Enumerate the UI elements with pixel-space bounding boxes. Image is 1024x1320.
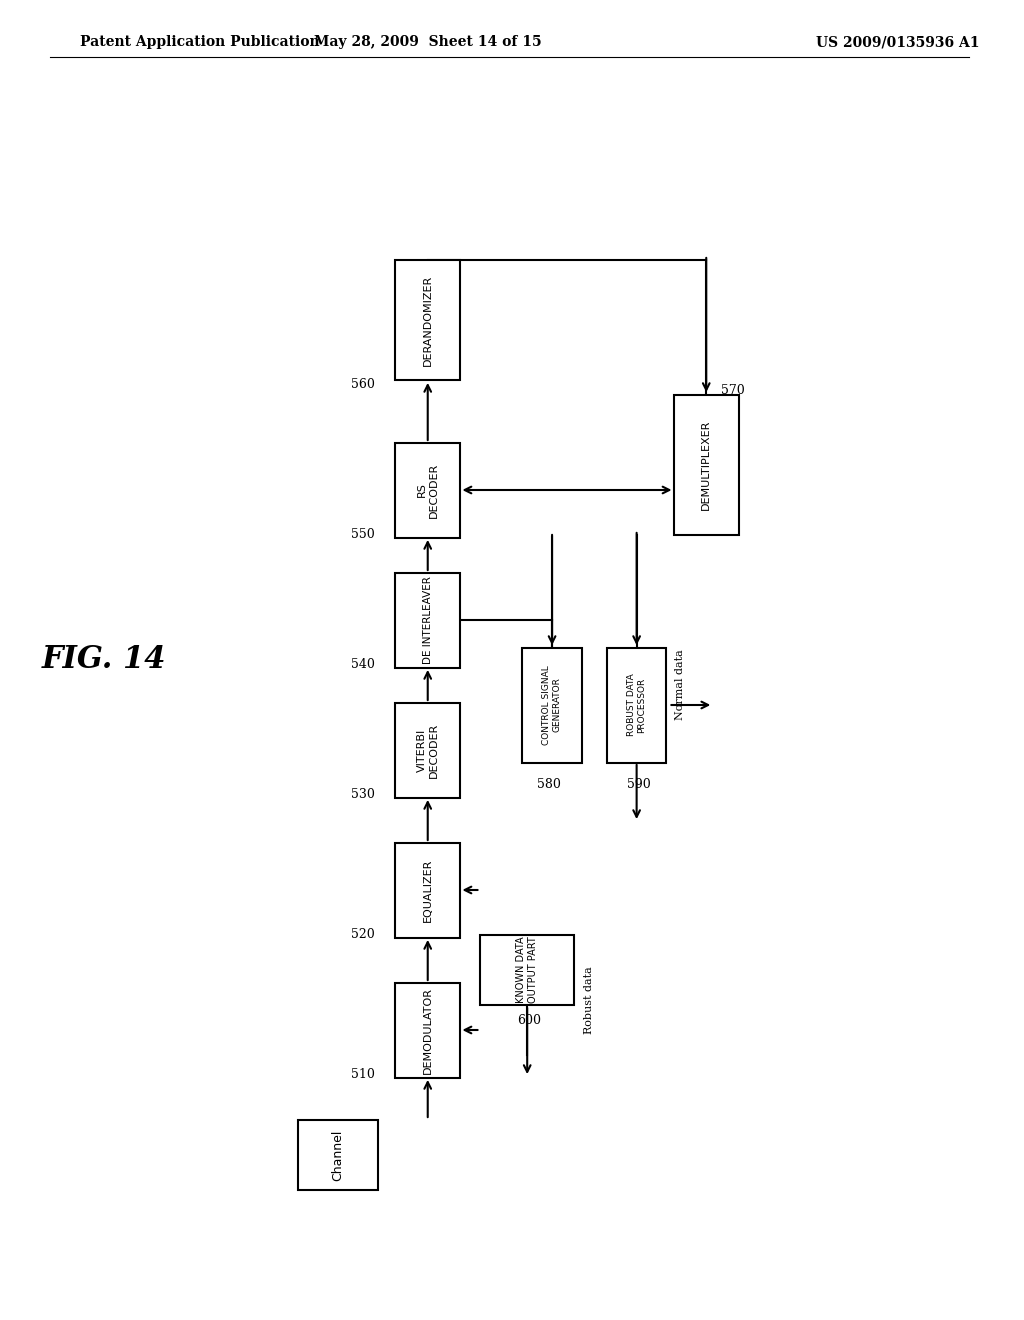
- Bar: [607, 648, 667, 763]
- Bar: [674, 395, 738, 535]
- Text: ROBUST DATA
PROCESSOR: ROBUST DATA PROCESSOR: [627, 673, 646, 737]
- Text: 580: 580: [538, 779, 561, 792]
- Text: CONTROL SIGNAL
GENERATOR: CONTROL SIGNAL GENERATOR: [543, 665, 562, 744]
- Text: Normal data: Normal data: [676, 649, 685, 721]
- Text: US 2009/0135936 A1: US 2009/0135936 A1: [816, 36, 979, 49]
- Text: EQUALIZER: EQUALIZER: [423, 858, 433, 921]
- Text: May 28, 2009  Sheet 14 of 15: May 28, 2009 Sheet 14 of 15: [314, 36, 542, 49]
- Bar: [395, 842, 460, 937]
- Bar: [395, 573, 460, 668]
- Text: KNOWN DATA
OUTPUT PART: KNOWN DATA OUTPUT PART: [516, 937, 538, 1003]
- Text: 530: 530: [351, 788, 375, 801]
- Bar: [395, 442, 460, 537]
- Text: 520: 520: [351, 928, 375, 941]
- Text: Robust data: Robust data: [584, 966, 594, 1034]
- Bar: [298, 1119, 378, 1191]
- Text: 510: 510: [351, 1068, 375, 1081]
- Text: 560: 560: [351, 379, 375, 392]
- Text: 570: 570: [721, 384, 744, 396]
- Text: Patent Application Publication: Patent Application Publication: [80, 36, 319, 49]
- Text: FIG. 14: FIG. 14: [42, 644, 167, 676]
- Bar: [522, 648, 582, 763]
- Text: DEMULTIPLEXER: DEMULTIPLEXER: [701, 420, 712, 511]
- Text: DE INTERLEAVER: DE INTERLEAVER: [423, 576, 433, 664]
- Text: Channel: Channel: [332, 1130, 345, 1180]
- Text: VITERBI
DECODER: VITERBI DECODER: [417, 722, 438, 777]
- Bar: [395, 702, 460, 797]
- Text: DERANDOMIZER: DERANDOMIZER: [423, 275, 433, 366]
- Text: 590: 590: [627, 779, 650, 792]
- Bar: [395, 260, 460, 380]
- Text: 540: 540: [351, 659, 375, 672]
- Bar: [395, 982, 460, 1077]
- Bar: [480, 935, 574, 1005]
- Text: 600: 600: [517, 1014, 542, 1027]
- Text: RS
DECODER: RS DECODER: [417, 462, 438, 517]
- Text: DEMODULATOR: DEMODULATOR: [423, 986, 433, 1073]
- Text: 550: 550: [351, 528, 375, 541]
